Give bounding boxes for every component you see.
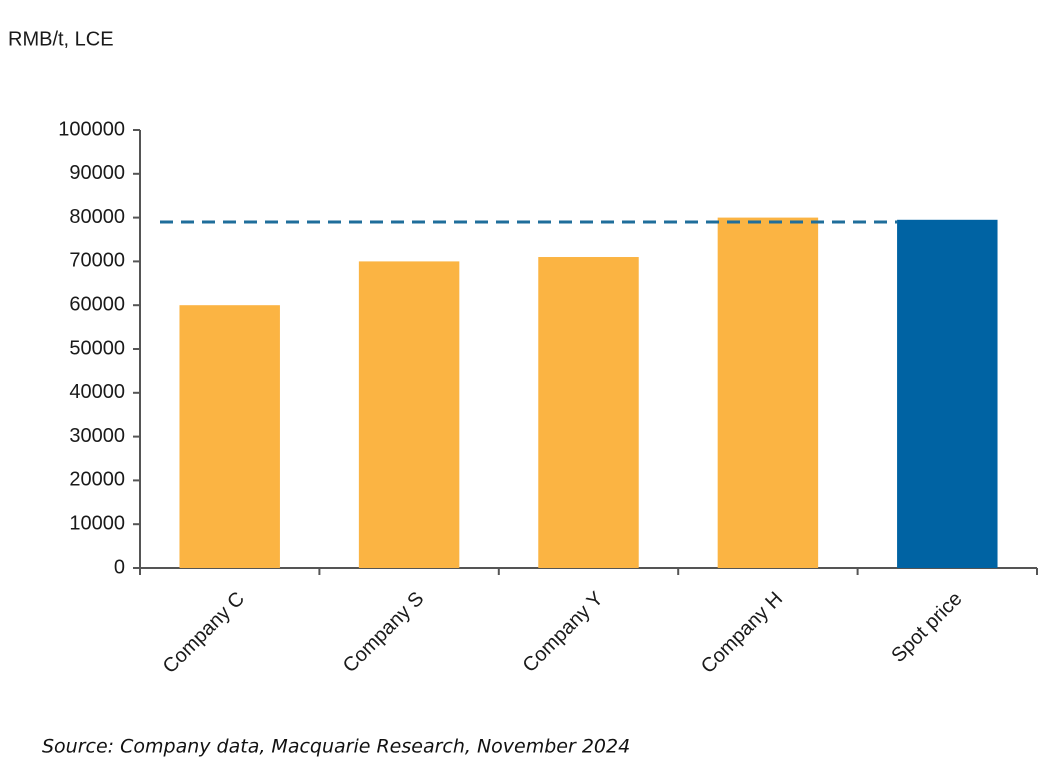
y-tick-label: 20000 xyxy=(69,469,125,491)
bar xyxy=(717,217,819,568)
y-tick-label: 0 xyxy=(114,556,125,578)
source-note: Source: Company data, Macquarie Research… xyxy=(42,736,630,758)
y-tick-label: 70000 xyxy=(69,250,125,272)
bar xyxy=(358,261,460,568)
y-tick-label: 90000 xyxy=(69,162,125,184)
bar xyxy=(179,305,280,568)
bar xyxy=(538,257,639,568)
y-axis-label: RMB/t, LCE xyxy=(8,28,114,50)
x-tick-label: Spot price xyxy=(887,588,966,667)
x-tick-label: Company Y xyxy=(519,588,608,677)
y-tick-label: 60000 xyxy=(69,293,125,315)
x-tick-label: Company C xyxy=(159,588,249,678)
y-tick-label: 80000 xyxy=(69,206,125,228)
y-tick-label: 40000 xyxy=(69,381,125,403)
y-tick-label: 50000 xyxy=(69,337,125,359)
x-tick-label: Company S xyxy=(339,588,428,677)
bar xyxy=(897,219,998,569)
y-tick-label: 100000 xyxy=(58,118,125,140)
x-tick-label: Company H xyxy=(697,588,787,678)
y-tick-label: 10000 xyxy=(69,512,125,534)
y-tick-label: 30000 xyxy=(69,425,125,447)
